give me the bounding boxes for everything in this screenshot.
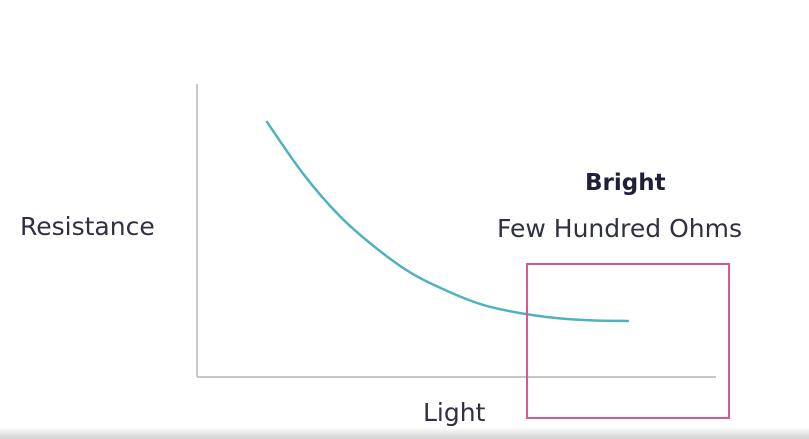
bright-annotation-title: Bright [585,170,666,196]
y-axis-label: Resistance [20,212,155,241]
bottom-shadow [0,427,809,439]
bright-annotation-subtitle: Few Hundred Ohms [497,214,742,243]
resistance-curve [265,120,630,323]
bright-highlight-box [526,263,730,419]
x-axis-label: Light [423,398,486,427]
